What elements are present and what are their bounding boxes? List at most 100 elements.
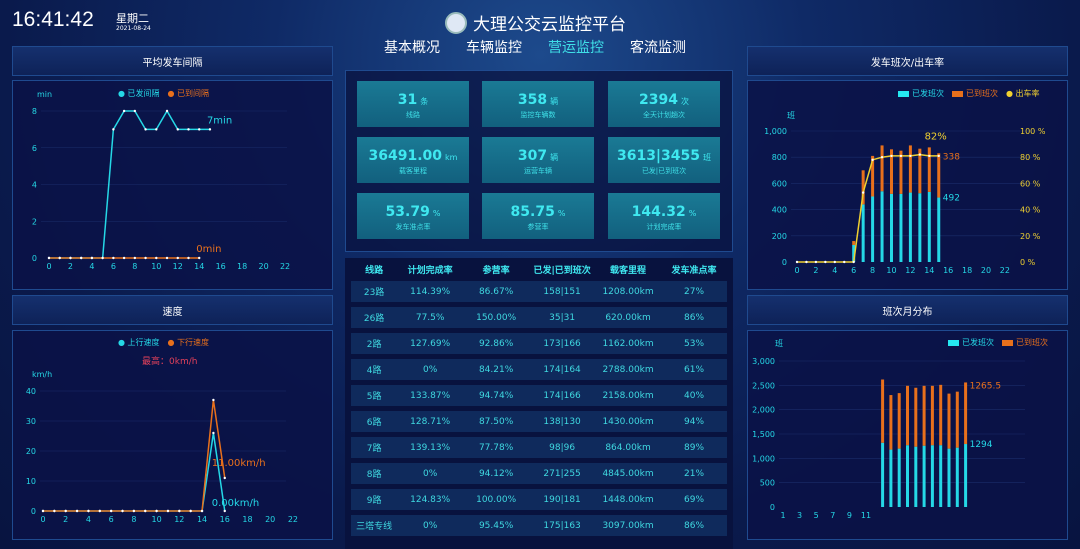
bar-arrived <box>889 395 893 450</box>
table-row[interactable]: 4路 0% 84.21% 174|164 2788.00km 61% <box>351 359 727 380</box>
stat-value: 2394 次 <box>639 89 689 108</box>
stat-label: 线路 <box>406 110 420 119</box>
table-cell: 1208.00km <box>602 286 654 297</box>
table-cell: 1448.00km <box>602 494 654 505</box>
data-point <box>133 109 137 113</box>
legend-arrived[interactable]: 已到班次 <box>952 88 998 99</box>
table-row[interactable]: 9路 124.83% 100.00% 190|181 1448.00km 69% <box>351 489 727 510</box>
y2-tick-label: 0 % <box>1020 258 1036 267</box>
table-cell: 158|151 <box>543 286 581 297</box>
data-point <box>187 256 190 260</box>
stat-unit: 次 <box>680 96 689 106</box>
table-row[interactable]: 三塔专线 0% 95.45% 175|163 3097.00km 86% <box>351 515 727 536</box>
stat-value: 36491.00 km <box>369 145 458 164</box>
data-point <box>64 509 67 513</box>
tab-vehicle-monitor[interactable]: 车辆监控 <box>466 40 522 56</box>
table-row[interactable]: 23路 114.39% 86.67% 158|151 1208.00km 27% <box>351 281 727 302</box>
legend-down-speed[interactable]: ● 下行速度 <box>167 338 210 347</box>
rate-point <box>861 191 865 194</box>
table-body[interactable]: 23路 114.39% 86.67% 158|151 1208.00km 27% 26路 77… <box>345 281 733 536</box>
end-label: 338 <box>943 152 960 162</box>
x-tick-label: 0 <box>46 262 51 271</box>
table-cell: 94.74% <box>478 390 514 401</box>
legend-departed[interactable]: 已发班次 <box>948 337 994 348</box>
bar-departed <box>906 445 909 507</box>
legend-label: 已发班次 <box>962 338 994 347</box>
bar-departed <box>914 446 918 507</box>
bar-departed <box>852 244 856 262</box>
legend-arrived-interval[interactable]: ● 已到间隔 <box>167 89 210 98</box>
bar-departed <box>922 445 926 507</box>
stat-number: 2394 <box>639 91 678 108</box>
bar-arrived <box>937 153 941 198</box>
series-line-orange <box>43 399 226 512</box>
y-tick-label: 1,000 <box>764 127 787 136</box>
table-row[interactable]: 5路 133.87% 94.74% 174|166 2158.00km 40% <box>351 385 727 406</box>
table-row[interactable]: 6路 128.71% 87.50% 138|130 1430.00km 94% <box>351 411 727 432</box>
y2-tick-label: 80 % <box>1020 153 1041 162</box>
table-cell: 124.83% <box>410 494 451 505</box>
bar-arrived <box>922 385 926 446</box>
rate-point <box>814 260 818 264</box>
table-cell: 1162.00km <box>602 338 654 349</box>
stat-card-trips-departed-arrived: 3613|3455 班 已发|已到班次 <box>608 137 720 183</box>
stat-label: 运营车辆 <box>524 166 552 175</box>
data-point <box>178 509 181 513</box>
speed-max-label: 最高：0km/h <box>142 357 198 367</box>
table-cell: 92.86% <box>478 338 514 349</box>
y-tick-label: 0 <box>31 507 36 516</box>
x-tick-label: 12 <box>173 262 183 271</box>
bar-departed <box>881 442 885 507</box>
table-row[interactable]: 8路 0% 94.12% 271|255 4845.00km 21% <box>351 463 727 484</box>
legend-departed[interactable]: 已发班次 <box>898 88 944 99</box>
stat-card-planned-trips: 2394 次 全天计划趟次 <box>608 81 720 127</box>
tab-basic-overview[interactable]: 基本概况 <box>384 40 440 56</box>
table-cell: 86% <box>684 312 705 323</box>
legend-up-speed[interactable]: ● 上行速度 <box>118 338 160 347</box>
stat-value: 144.32% <box>632 201 697 220</box>
table-row[interactable]: 26路 77.5% 150.00% 35|31 620.00km 86% <box>351 307 727 328</box>
table-cell: 77.5% <box>415 312 445 323</box>
table-cell: 133.87% <box>410 390 451 401</box>
stat-number: 31 <box>397 91 418 108</box>
table-cell: 174|166 <box>543 390 581 401</box>
weekday: 星期二 <box>116 12 149 25</box>
stat-card-mileage: 36491.00 km 载客里程 <box>357 137 469 183</box>
tab-operation-monitor[interactable]: 营运监控 <box>548 40 604 56</box>
end-label: 7min <box>207 115 232 126</box>
data-point <box>122 109 126 113</box>
stat-unit: 辆 <box>550 152 559 162</box>
app-title: 大理公交云监控平台 <box>445 10 626 35</box>
bar-departed <box>908 192 912 262</box>
stat-number: 36491.00 <box>368 147 443 164</box>
rate-point <box>833 260 836 264</box>
data-point <box>187 128 190 131</box>
legend-rate[interactable]: ● 出车率 <box>1006 89 1040 98</box>
bar-arrived <box>880 145 884 192</box>
bar-arrived <box>890 149 893 194</box>
data-point <box>132 509 136 513</box>
y-tick-label: 0 <box>770 503 775 512</box>
bar-departed <box>897 448 901 507</box>
legend-departed-interval[interactable]: ● 已发间隔 <box>118 89 160 98</box>
table-row[interactable]: 7路 139.13% 77.78% 98|96 864.00km 89% <box>351 437 727 458</box>
x-tick-label: 16 <box>216 262 226 271</box>
table-row[interactable]: 2路 127.69% 92.86% 173|166 1162.00km 53% <box>351 333 727 354</box>
stat-number: 144.32 <box>631 203 686 220</box>
legend-arrived[interactable]: 已到班次 <box>1002 337 1048 348</box>
legend-label: 上行速度 <box>127 338 160 347</box>
table-cell: 150.00% <box>476 312 517 323</box>
y-tick-label: 10 <box>26 477 36 486</box>
data-point <box>133 256 137 260</box>
bar-departed <box>964 444 968 507</box>
tab-passenger-monitor[interactable]: 客流监测 <box>630 40 686 56</box>
y-tick-label: 2 <box>32 217 37 226</box>
bar-arrived <box>918 148 922 194</box>
table-cell: 1430.00km <box>602 416 654 427</box>
x-tick-label: 1 <box>780 511 785 520</box>
y-tick-label: 400 <box>772 206 787 215</box>
legend-label: 已发间隔 <box>127 89 160 98</box>
y-tick-label: 30 <box>26 417 36 426</box>
table-cell: 三塔专线 <box>356 522 393 532</box>
rate-point <box>899 154 903 158</box>
